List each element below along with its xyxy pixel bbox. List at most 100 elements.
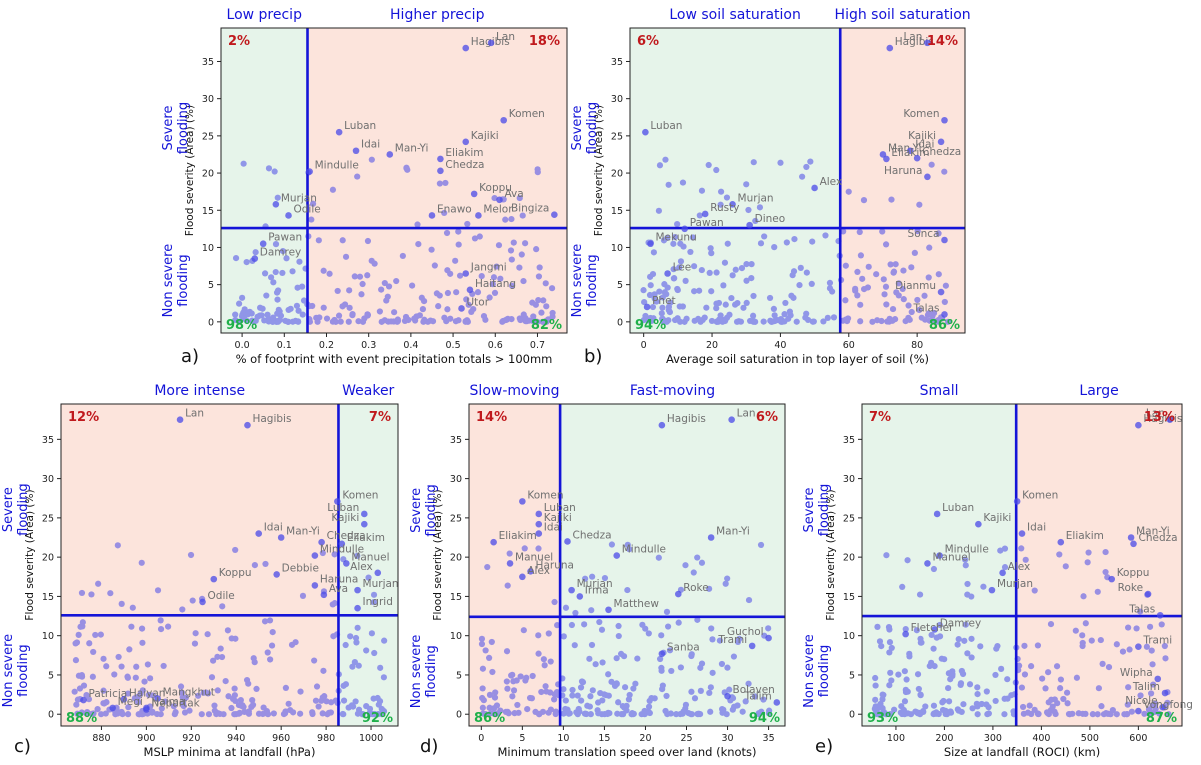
data-point	[486, 294, 493, 301]
data-point	[323, 698, 330, 705]
data-point	[340, 697, 348, 704]
data-point	[103, 663, 110, 670]
data-point	[274, 310, 281, 317]
labeled-point-lan	[176, 416, 184, 424]
data-point	[1051, 696, 1058, 703]
data-point	[198, 711, 205, 718]
data-point	[1148, 647, 1155, 654]
data-point	[1004, 676, 1011, 683]
data-point	[895, 280, 902, 287]
data-point	[730, 653, 738, 660]
right-header: Weaker	[342, 383, 394, 399]
left-header: Low precip	[227, 7, 303, 23]
data-point	[551, 598, 558, 606]
data-point	[218, 653, 226, 661]
data-point	[368, 630, 376, 637]
point-label-manuel: Manuel	[515, 551, 553, 563]
point-label-chedza: Chedza	[445, 159, 484, 171]
data-point	[158, 705, 165, 712]
data-point	[786, 308, 793, 315]
data-point	[666, 309, 673, 316]
severe-flooding-label: Severeflooding	[161, 102, 191, 154]
data-point	[381, 637, 388, 644]
pct-top-right: 6%	[756, 410, 778, 425]
labeled-point-vongfong	[1135, 707, 1142, 715]
data-point	[723, 194, 731, 201]
data-point	[860, 197, 868, 204]
data-point	[883, 301, 890, 308]
labeled-point-murjan	[272, 201, 280, 208]
data-point	[1072, 627, 1079, 634]
labeled-point-chedza	[564, 538, 571, 545]
data-point	[358, 291, 365, 298]
data-point	[217, 645, 224, 652]
data-point	[1028, 663, 1035, 670]
data-point	[92, 631, 99, 639]
data-point	[435, 303, 442, 310]
point-label-kajiki: Kajiki	[331, 512, 359, 524]
data-point	[103, 699, 110, 706]
data-point	[664, 234, 671, 241]
data-point	[154, 587, 162, 594]
y-tick-label: 30	[202, 94, 214, 105]
data-point	[707, 708, 714, 715]
data-point	[144, 661, 151, 668]
data-point	[605, 671, 612, 678]
data-point	[588, 641, 596, 649]
data-point	[225, 693, 232, 700]
labeled-point-haiyan	[120, 695, 128, 703]
data-point	[962, 556, 969, 563]
data-point	[691, 288, 698, 295]
data-point	[491, 289, 499, 297]
data-point	[961, 637, 968, 644]
x-tick-label: 900	[137, 733, 155, 744]
data-point	[374, 694, 381, 702]
data-point	[1158, 621, 1165, 628]
pct-bottom-left: 93%	[867, 711, 898, 726]
data-point	[542, 683, 549, 690]
data-point	[72, 640, 79, 647]
labeled-point-luban	[535, 510, 543, 518]
data-point	[743, 299, 750, 306]
data-point	[641, 298, 648, 306]
data-point	[877, 700, 884, 708]
data-point	[803, 310, 810, 317]
data-point	[129, 604, 136, 611]
data-point	[1057, 685, 1064, 692]
data-point	[842, 297, 849, 304]
data-point	[708, 317, 716, 325]
data-point	[231, 685, 238, 692]
data-point	[664, 284, 671, 291]
point-label-roke: Roke	[683, 582, 708, 594]
data-point	[479, 694, 486, 702]
data-point	[266, 617, 274, 624]
data-point	[388, 318, 395, 325]
labeled-point-melor	[475, 212, 482, 219]
point-label-sonca: Sonca	[908, 228, 940, 240]
data-point	[675, 619, 682, 626]
labeled-point-man-yi	[386, 151, 394, 158]
data-point	[901, 698, 909, 705]
data-point	[914, 296, 921, 304]
point-label-lee: Lee	[673, 261, 692, 273]
point-cloud	[232, 156, 556, 325]
labeled-point-bolaven	[724, 692, 731, 700]
point-label-kajiki: Kajiki	[471, 130, 499, 142]
data-point	[676, 264, 683, 271]
data-point	[224, 627, 231, 634]
data-point	[983, 701, 990, 708]
data-point	[722, 301, 729, 308]
data-point	[222, 678, 229, 685]
axes-frame	[468, 403, 786, 727]
data-point	[370, 599, 377, 606]
point-label-luban: Luban	[650, 120, 682, 132]
data-point	[363, 647, 370, 654]
x-tick-label: 0.7	[530, 340, 545, 351]
data-point	[771, 244, 778, 251]
data-point	[964, 580, 971, 588]
labeled-point-alex	[519, 573, 526, 581]
labeled-point-chedza	[437, 167, 444, 175]
data-point	[78, 589, 86, 597]
data-point	[653, 298, 660, 305]
data-point	[1137, 608, 1144, 615]
